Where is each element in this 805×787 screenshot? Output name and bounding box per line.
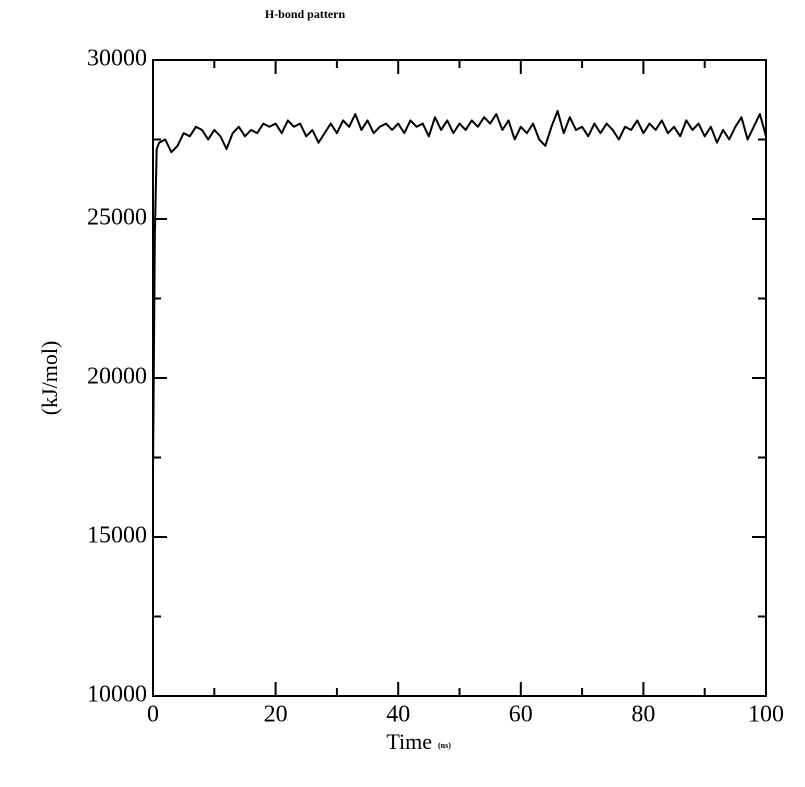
y-tick-label: 10000 [87, 682, 147, 708]
y-tick-label: 30000 [87, 46, 147, 72]
x-tick-label: 0 [147, 702, 159, 728]
y-tick-label: 15000 [87, 523, 147, 549]
x-axis-unit: (ns) [438, 741, 451, 750]
x-tick-label: 60 [509, 702, 533, 728]
data-line [152, 109, 767, 474]
y-tick-label: 20000 [87, 364, 147, 390]
chart-title: H-bond pattern [265, 7, 346, 21]
x-tick-label: 100 [748, 702, 784, 728]
x-tick-label: 40 [386, 702, 410, 728]
x-axis-label: Time [386, 729, 432, 754]
y-axis-label: (kJ/mol) [37, 341, 62, 416]
plot-frame [152, 59, 767, 697]
x-tick-label: 20 [264, 702, 288, 728]
y-tick-label: 25000 [87, 205, 147, 231]
x-tick-label: 80 [631, 702, 655, 728]
